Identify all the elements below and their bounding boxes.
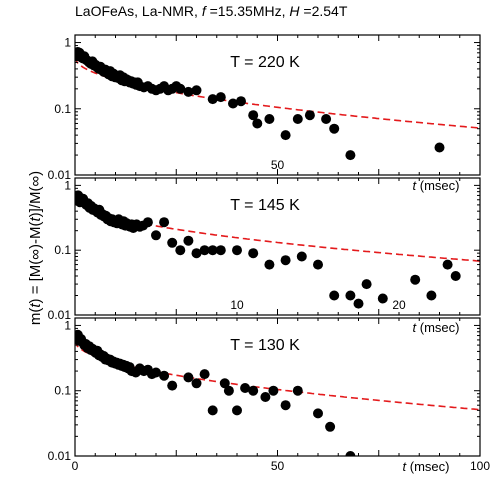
y-tick-label: 0.1	[54, 384, 71, 398]
panel-middle-145k: 1 0.1 0.01 10 20 T = 145 K	[48, 177, 481, 322]
data-point	[248, 248, 259, 259]
data-point	[268, 385, 279, 396]
data-point	[159, 217, 170, 228]
data-point	[142, 217, 153, 228]
data-point	[280, 400, 291, 411]
data-point	[175, 245, 186, 256]
data-point	[167, 380, 178, 391]
data-point	[183, 235, 194, 246]
data-point	[219, 378, 230, 389]
data-point	[159, 370, 170, 381]
y-tick-label: 0.1	[54, 102, 71, 116]
data-point	[248, 385, 259, 396]
data-point	[434, 142, 445, 153]
data-point	[183, 372, 194, 383]
data-point	[248, 110, 259, 121]
x-axis-label-bottom: t (msec)	[403, 459, 450, 474]
panel-bottom-130k: 1 0.1 0.010 50 100 T = 130 K	[48, 317, 490, 473]
figure-title: LaOFeAs, La-NMR, f =15.35MHz, H =2.54T	[75, 3, 348, 19]
data-point	[252, 118, 263, 129]
data-point	[353, 298, 364, 309]
data-point	[264, 259, 275, 270]
y-tick-label: 0.01	[48, 308, 72, 322]
data-point	[329, 123, 340, 134]
y-tick-label: 0.1	[54, 243, 71, 257]
data-point	[345, 290, 356, 301]
data-point	[345, 451, 356, 456]
data-point	[280, 130, 291, 141]
x-tick-label: 50	[271, 459, 285, 473]
data-point	[410, 274, 421, 285]
data-point	[183, 86, 194, 97]
data-point	[167, 237, 178, 248]
data-point	[304, 110, 315, 121]
x-axis-label-top: t (msec)	[413, 178, 460, 193]
data-point	[260, 392, 271, 402]
fit-curve-middle	[75, 197, 480, 262]
data-point	[151, 367, 161, 378]
data-point	[345, 150, 356, 161]
data-point	[151, 230, 161, 241]
x-tick-label: 50	[271, 158, 285, 172]
data-point	[313, 408, 323, 419]
y-tick-label: 1	[64, 318, 71, 332]
y-tick-label: 0.01	[48, 449, 72, 463]
data-point	[228, 98, 238, 109]
data-point	[264, 114, 275, 124]
y-tick-label: 1	[64, 178, 71, 192]
data-point	[329, 290, 340, 301]
data-point	[426, 290, 437, 301]
data-point	[191, 248, 202, 259]
data-point	[191, 85, 202, 96]
data-point	[207, 405, 218, 416]
data-point	[199, 245, 210, 256]
x-tick-label: 10	[230, 298, 244, 312]
data-point	[236, 96, 246, 107]
data-point	[240, 383, 251, 393]
data-point	[191, 378, 202, 389]
y-tick-label: 1	[64, 36, 71, 50]
temperature-label: T = 130 K	[230, 337, 300, 354]
temperature-label: T = 220 K	[230, 54, 300, 71]
data-point	[207, 94, 218, 105]
data-point	[223, 385, 234, 396]
data-point	[280, 255, 291, 266]
panel-top-220k: 1 0.1 0.01 50 T = 220 K	[48, 34, 481, 182]
fit-curve-top	[75, 56, 480, 129]
y-tick-label: 0.01	[48, 168, 72, 182]
data-point	[321, 114, 332, 124]
data-point	[292, 385, 303, 396]
y-axis-label: m(t) = [M(∞)-M(t)]/M(∞)	[27, 171, 44, 325]
x-tick-label: 0	[72, 459, 79, 473]
data-point	[199, 369, 210, 380]
x-tick-label: 100	[470, 459, 490, 473]
data-point	[361, 279, 372, 290]
data-point	[175, 83, 186, 94]
data-point	[296, 251, 307, 262]
data-point	[232, 245, 242, 256]
data-point	[450, 271, 461, 281]
x-tick-label: 20	[392, 298, 406, 312]
data-point	[292, 114, 303, 124]
data-point	[442, 259, 453, 270]
data-point	[232, 405, 242, 416]
temperature-label: T = 145 K	[230, 197, 300, 214]
x-axis-label-middle: t (msec)	[413, 320, 460, 335]
data-point	[215, 245, 226, 256]
data-point	[377, 293, 388, 304]
data-point	[313, 259, 323, 270]
data-point	[325, 421, 336, 432]
data-point	[215, 92, 226, 103]
data-point	[207, 245, 218, 256]
